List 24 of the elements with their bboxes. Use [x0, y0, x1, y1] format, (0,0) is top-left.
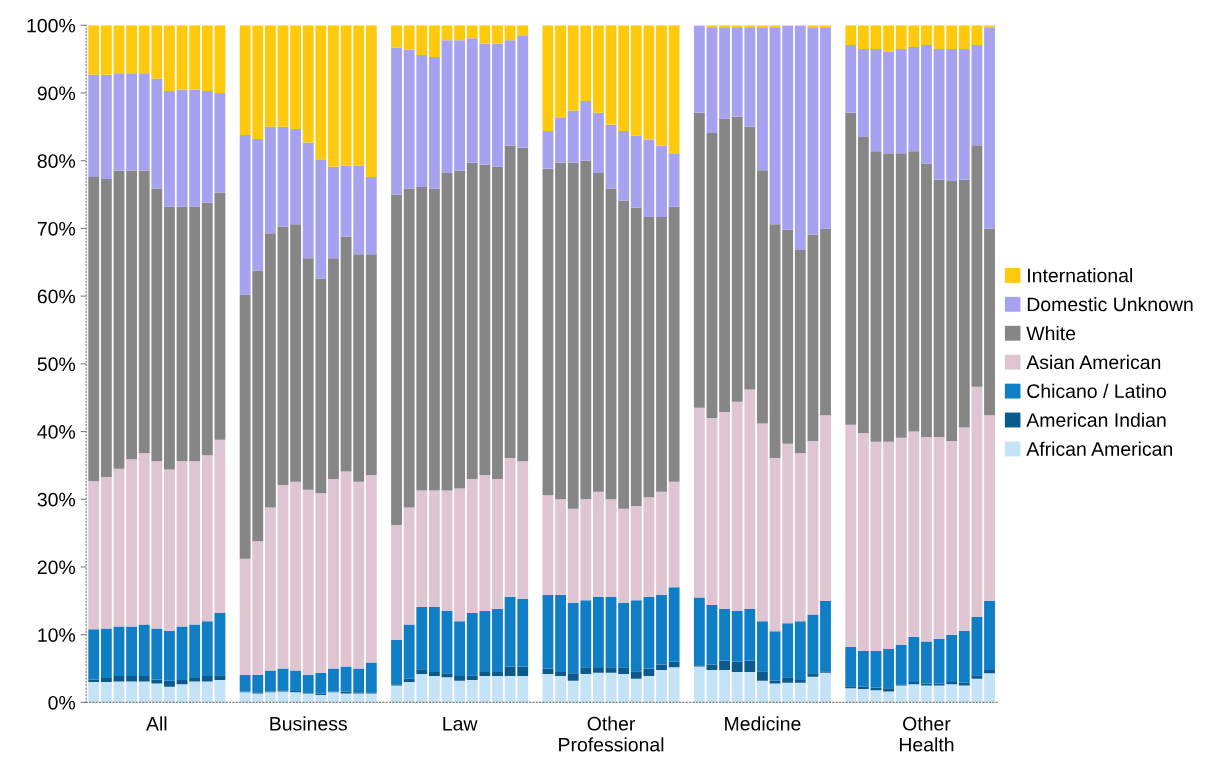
x-tick-label: Law [443, 717, 478, 731]
legend-label: Asian American [1026, 354, 1161, 370]
x-tick-label: Medicine [725, 716, 801, 731]
y-tick-label: 70% [37, 221, 76, 236]
y-tick-label: 60% [37, 289, 76, 304]
y-tick-label: 80% [37, 154, 76, 168]
y-tick-label: 0% [48, 695, 76, 710]
y-tick-label: 90% [37, 86, 76, 101]
legend-label: White [1026, 325, 1076, 341]
legend-label: International [1028, 268, 1132, 283]
y-tick-label: 100% [27, 18, 76, 33]
y-tick-label: 40% [37, 425, 76, 439]
x-tick-label: Other Health [899, 716, 954, 752]
y-tick-label: 30% [37, 492, 76, 507]
x-tick-label: Other Professional [559, 716, 664, 752]
x-tick-label: Business [270, 716, 347, 731]
legend-label: Domestic Unknown [1027, 296, 1193, 312]
legend-label: African American [1026, 441, 1172, 456]
x-tick-label: All [146, 716, 167, 731]
legend-label: American Indian [1026, 412, 1166, 427]
legend-label: Chicano / Latino [1027, 383, 1166, 399]
y-tick-label: 10% [38, 628, 76, 642]
y-tick-label: 20% [37, 560, 76, 575]
y-tick-label: 50% [37, 357, 76, 372]
